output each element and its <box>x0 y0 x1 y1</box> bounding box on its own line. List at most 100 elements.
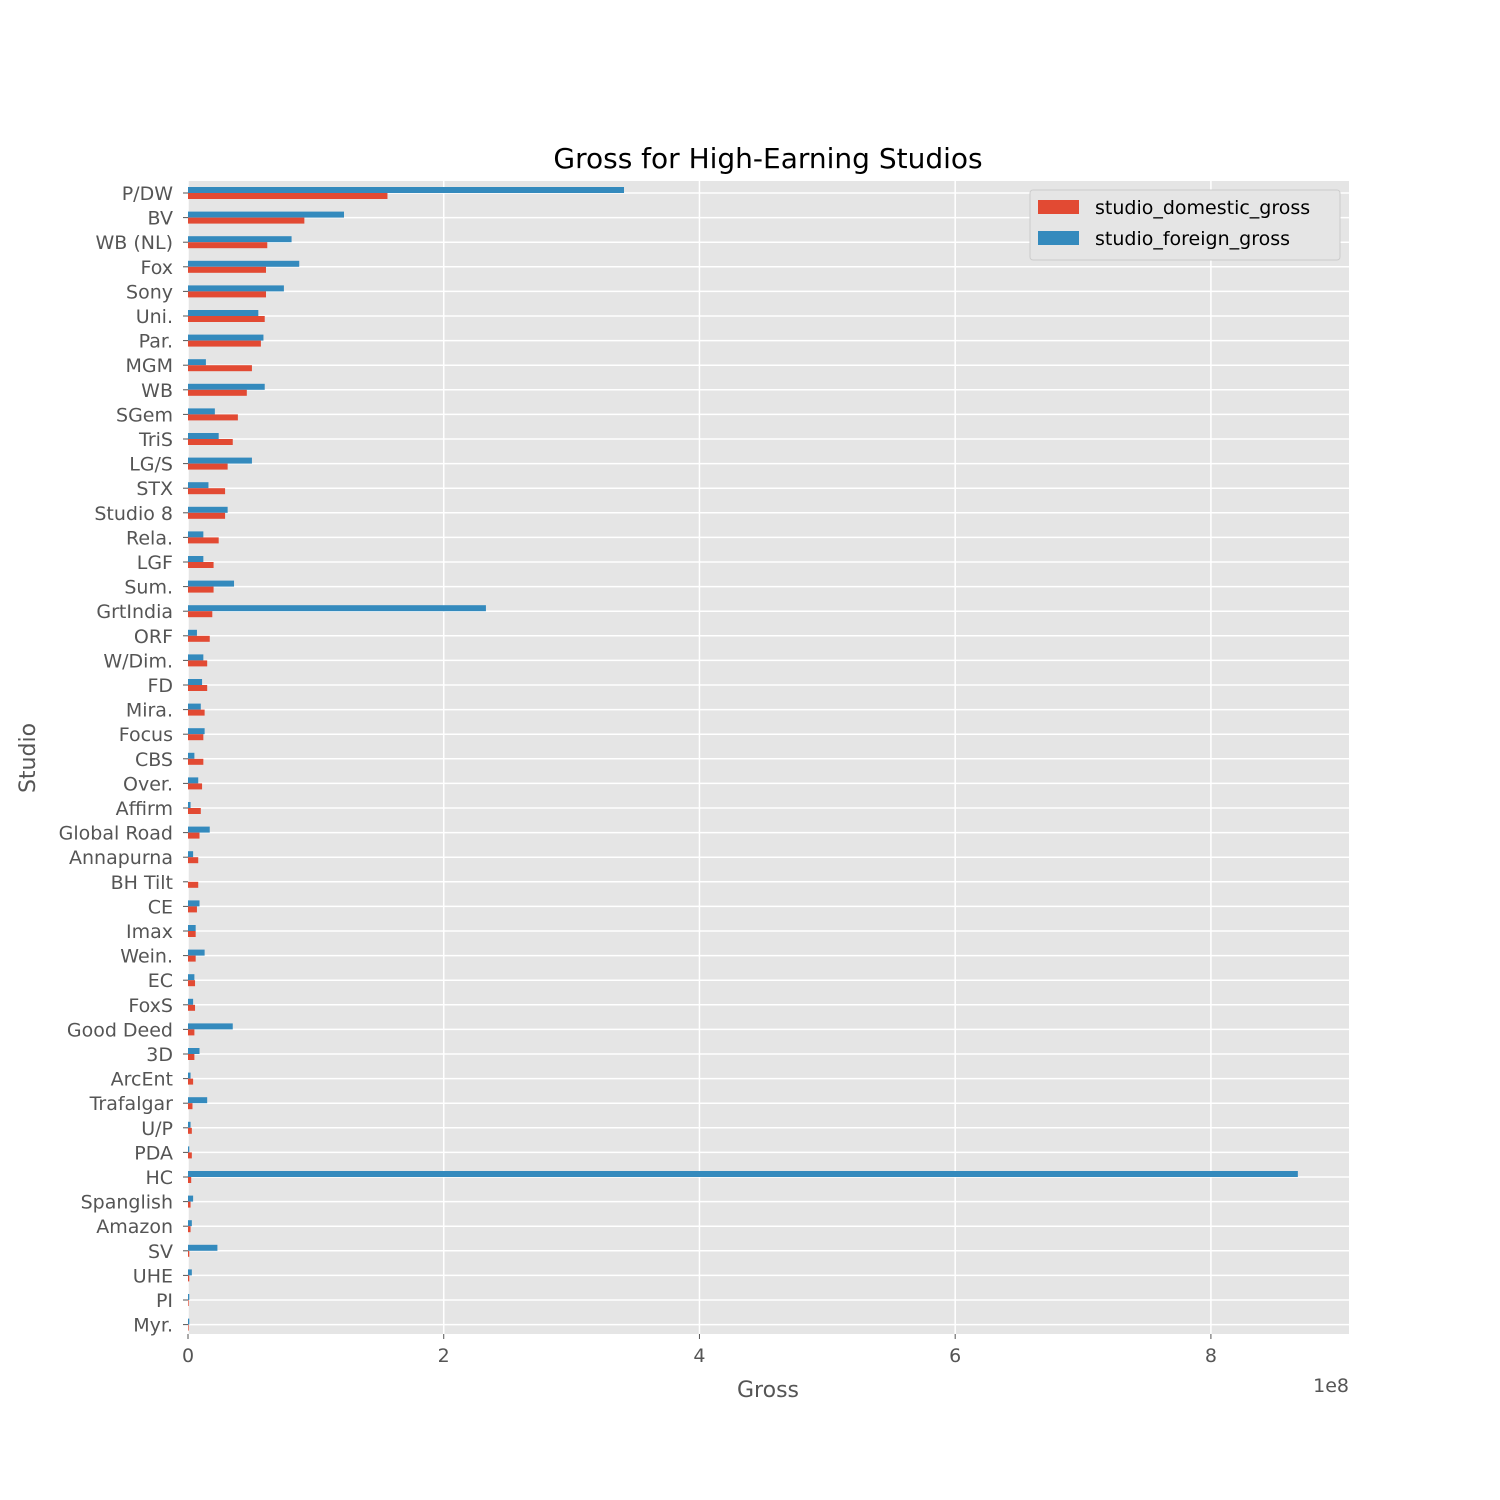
bar-foreign-gross <box>188 1195 194 1202</box>
bar-foreign-gross <box>188 211 344 218</box>
y-tick-label: Sum. <box>124 577 173 599</box>
bar-foreign-gross <box>188 236 292 243</box>
y-axis-label: Studio <box>16 723 41 793</box>
x-tick-label: 0 <box>182 1345 194 1367</box>
x-axis-label: Gross <box>737 1378 799 1403</box>
bar-domestic-gross <box>188 537 219 544</box>
bar-foreign-gross <box>188 998 194 1005</box>
bar-domestic-gross <box>188 389 247 396</box>
y-tick-label: TriS <box>138 429 173 451</box>
bar-domestic-gross <box>188 685 208 691</box>
bar-domestic-gross <box>188 783 203 790</box>
bar-foreign-gross <box>188 408 215 415</box>
y-tick-label: Affirm <box>116 798 173 820</box>
y-tick-label: LGF <box>137 552 173 574</box>
y-tick-label: W/Dim. <box>103 650 173 672</box>
bar-foreign-gross <box>188 629 197 636</box>
legend-swatch-domestic <box>1038 200 1079 214</box>
bar-foreign-gross <box>188 457 252 464</box>
y-tick-label: LG/S <box>129 454 173 476</box>
bar-foreign-gross <box>188 359 206 366</box>
legend-label-domestic: studio_domestic_gross <box>1095 197 1310 219</box>
bar-domestic-gross <box>188 1152 192 1159</box>
bar-domestic-gross <box>188 660 208 667</box>
bar-foreign-gross <box>188 728 205 735</box>
bar-foreign-gross <box>188 777 199 784</box>
bar-domestic-gross <box>188 1177 192 1183</box>
y-tick-label: Studio 8 <box>94 503 173 525</box>
bar-foreign-gross <box>188 580 235 587</box>
bar-foreign-gross <box>188 703 201 710</box>
bar-foreign-gross <box>188 851 194 858</box>
x-tick-label: 8 <box>1205 1345 1217 1367</box>
bar-foreign-gross <box>188 802 191 808</box>
bar-domestic-gross <box>188 414 238 421</box>
bar-domestic-gross <box>188 217 305 224</box>
bar-domestic-gross <box>188 512 226 519</box>
y-tick-label: Amazon <box>96 1216 173 1238</box>
bar-foreign-gross <box>188 826 210 833</box>
bar-domestic-gross <box>188 193 388 199</box>
bar-domestic-gross <box>188 611 213 618</box>
bar-foreign-gross <box>188 974 195 981</box>
bar-foreign-gross <box>188 556 204 562</box>
x-tick-label: 4 <box>693 1345 705 1367</box>
bar-domestic-gross <box>188 488 226 495</box>
y-tick-label: SV <box>148 1241 173 1263</box>
y-tick-label: Spanglish <box>81 1192 173 1214</box>
bar-domestic-gross <box>188 980 196 987</box>
bar-foreign-gross <box>188 506 228 513</box>
legend-swatch-foreign <box>1038 231 1079 245</box>
y-tick-label: FoxS <box>128 995 173 1017</box>
bar-foreign-gross <box>188 900 200 907</box>
bar-domestic-gross <box>188 316 265 322</box>
y-tick-label: SGem <box>116 404 173 426</box>
y-tick-label: BH Tilt <box>111 872 173 894</box>
bar-domestic-gross <box>188 808 201 814</box>
y-tick-label: Imax <box>126 921 173 943</box>
bar-domestic-gross <box>188 635 210 642</box>
bar-domestic-gross <box>188 340 261 347</box>
y-tick-label: Good Deed <box>67 1019 173 1041</box>
bar-foreign-gross <box>188 1318 190 1325</box>
bar-foreign-gross <box>188 285 284 292</box>
x-tick-label: 2 <box>438 1345 450 1367</box>
chart-title: Gross for High-Earning Studios <box>553 142 982 175</box>
y-tick-label: Myr. <box>133 1315 173 1337</box>
bar-foreign-gross <box>188 310 259 316</box>
y-tick-label: Par. <box>139 331 173 353</box>
y-tick-label: BV <box>148 208 173 230</box>
bar-domestic-gross <box>188 1201 191 1208</box>
y-tick-label: WB (NL) <box>96 232 173 254</box>
bar-foreign-gross <box>188 482 209 489</box>
y-tick-label: Focus <box>119 724 173 746</box>
y-tick-label: FD <box>147 675 173 697</box>
bar-foreign-gross <box>188 1121 191 1128</box>
bar-domestic-gross <box>188 955 196 962</box>
plot-area <box>188 181 1349 1334</box>
bar-foreign-gross <box>188 1294 190 1300</box>
bar-domestic-gross <box>188 1029 195 1036</box>
bar-domestic-gross <box>188 1250 190 1257</box>
bar-domestic-gross <box>188 586 214 593</box>
y-tick-label: CE <box>148 896 173 918</box>
bar-domestic-gross <box>188 242 268 249</box>
bar-foreign-gross <box>188 383 265 390</box>
bar-domestic-gross <box>188 1078 194 1085</box>
bar-domestic-gross <box>188 1324 189 1331</box>
bar-domestic-gross <box>188 931 196 937</box>
y-tick-label: P/DW <box>122 183 173 205</box>
bar-domestic-gross <box>188 857 199 864</box>
legend: studio_domestic_gross studio_foreign_gro… <box>1029 189 1341 261</box>
x-tick-label: 6 <box>949 1345 961 1367</box>
y-tick-label: Fox <box>140 257 173 279</box>
y-tick-label: PDA <box>134 1142 173 1164</box>
bar-domestic-gross <box>188 291 266 298</box>
bar-foreign-gross <box>188 1048 200 1054</box>
y-tick-label: ORF <box>134 626 173 648</box>
bar-foreign-gross <box>188 187 625 193</box>
bar-foreign-gross <box>188 605 486 612</box>
bar-domestic-gross <box>188 1004 196 1011</box>
bar-foreign-gross <box>188 1023 233 1030</box>
